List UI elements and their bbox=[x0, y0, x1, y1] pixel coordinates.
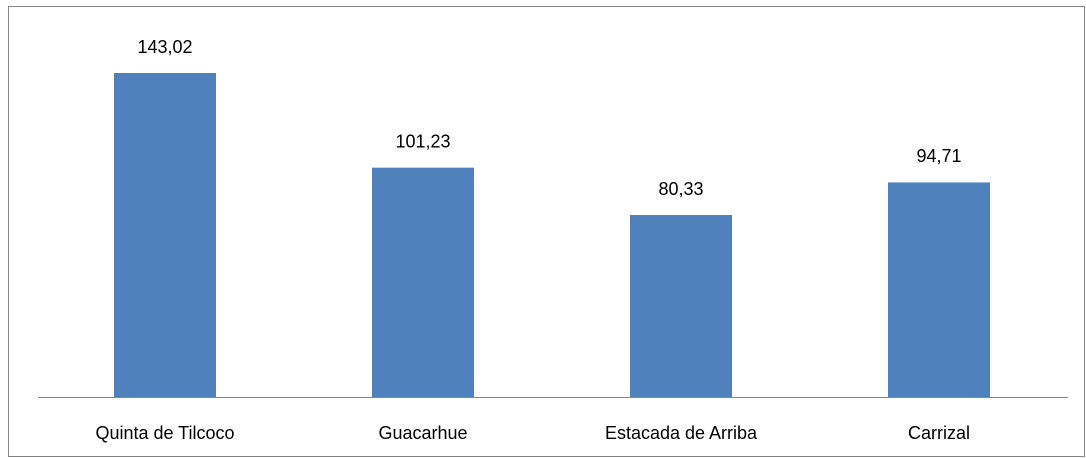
bar bbox=[114, 73, 216, 397]
x-tick-label: Guacarhue bbox=[378, 423, 467, 443]
bar bbox=[888, 182, 990, 397]
data-label: 94,71 bbox=[916, 146, 961, 166]
bar bbox=[372, 167, 474, 397]
data-label: 143,02 bbox=[137, 37, 192, 57]
x-tick-label: Carrizal bbox=[908, 423, 970, 443]
x-tick-label: Estacada de Arriba bbox=[605, 423, 758, 443]
data-label: 80,33 bbox=[658, 179, 703, 199]
data-label: 101,23 bbox=[395, 131, 450, 151]
bar bbox=[630, 215, 732, 397]
x-tick-label: Quinta de Tilcoco bbox=[95, 423, 234, 443]
